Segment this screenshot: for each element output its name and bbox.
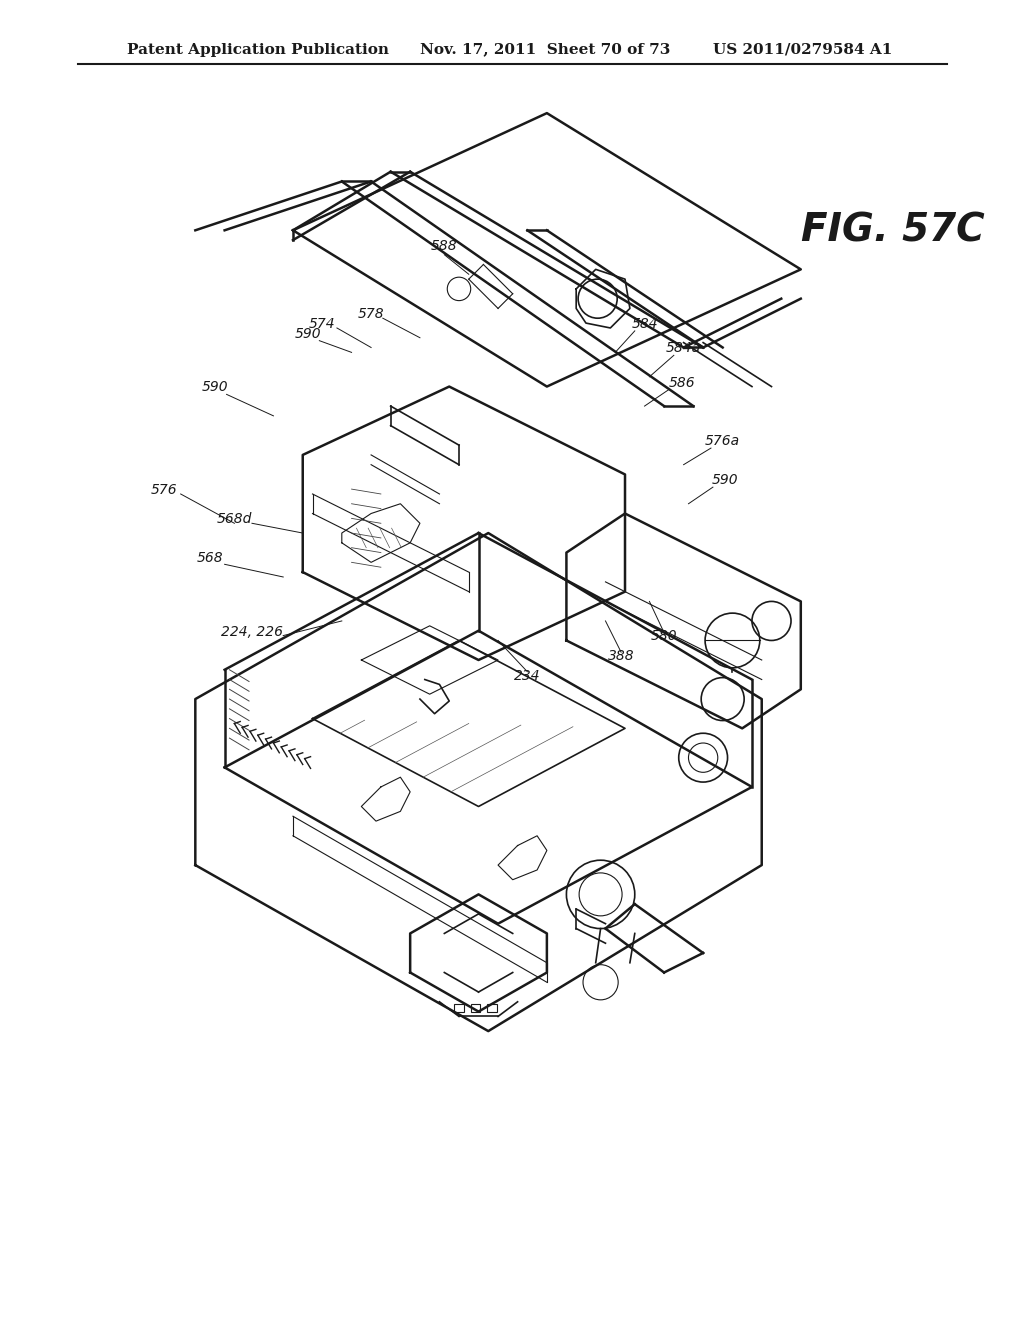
Text: 590: 590 <box>294 327 321 341</box>
Text: Patent Application Publication: Patent Application Publication <box>127 42 389 57</box>
Text: 574: 574 <box>309 317 336 331</box>
Text: 578: 578 <box>357 308 384 321</box>
Text: 234: 234 <box>514 668 541 682</box>
Text: 590: 590 <box>712 473 738 487</box>
Bar <box>471 1003 480 1011</box>
Text: 588: 588 <box>431 239 458 253</box>
Bar <box>487 1003 497 1011</box>
Text: 590: 590 <box>202 380 228 395</box>
Text: 580: 580 <box>651 630 678 643</box>
Text: 584a: 584a <box>666 342 701 355</box>
Text: 224, 226: 224, 226 <box>221 624 283 639</box>
Text: FIG. 57C: FIG. 57C <box>801 211 984 249</box>
Text: 584: 584 <box>631 317 657 331</box>
Bar <box>454 1003 464 1011</box>
Text: 388: 388 <box>608 649 635 663</box>
Text: 568d: 568d <box>217 512 252 527</box>
Text: 568: 568 <box>197 552 223 565</box>
Text: 586: 586 <box>669 376 695 389</box>
Text: US 2011/0279584 A1: US 2011/0279584 A1 <box>713 42 892 57</box>
Text: Nov. 17, 2011  Sheet 70 of 73: Nov. 17, 2011 Sheet 70 of 73 <box>420 42 671 57</box>
Text: 576a: 576a <box>706 434 740 449</box>
Text: 576: 576 <box>151 483 177 498</box>
